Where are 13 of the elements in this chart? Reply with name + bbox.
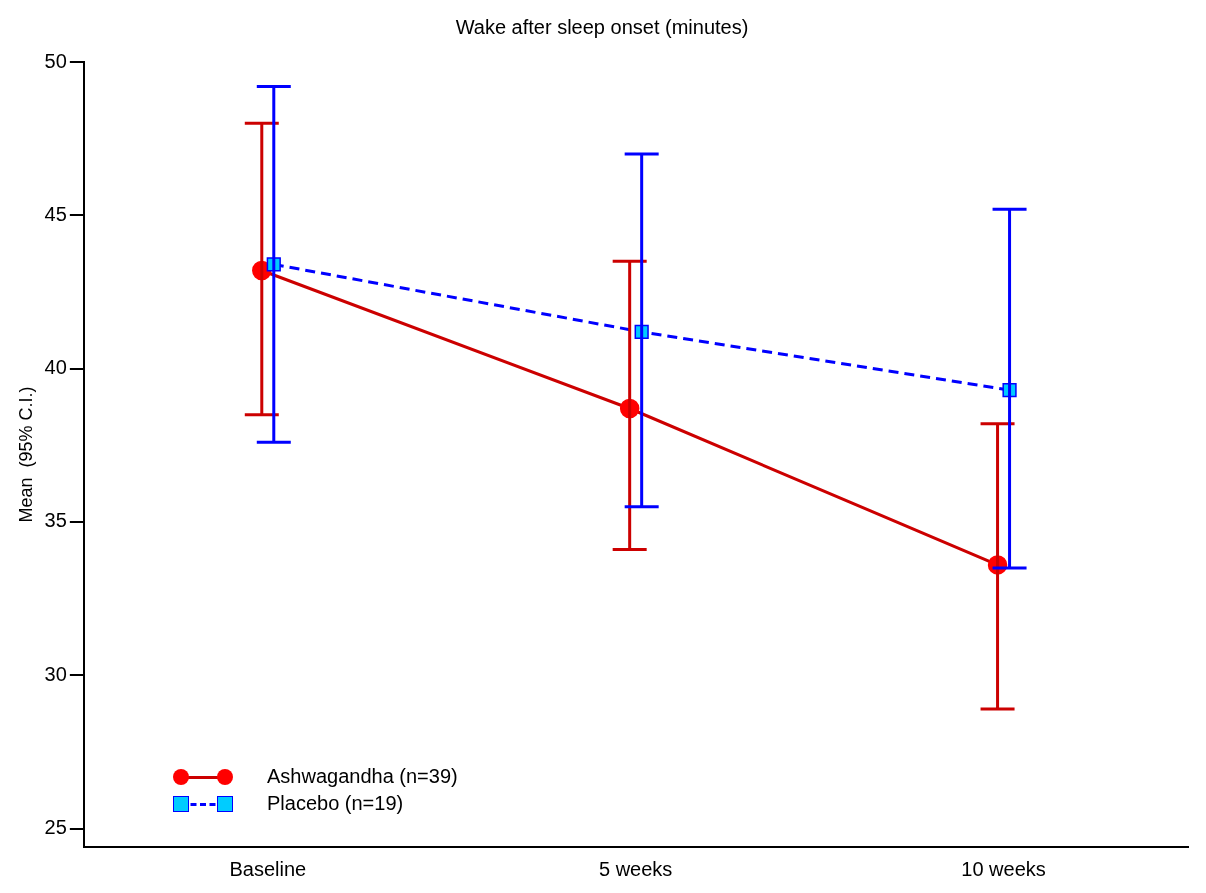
y-axis-title: Mean (95% C.I.) [15, 386, 36, 523]
legend-label: Ashwagandha (n=39) [267, 765, 458, 788]
x-tick-label: 10 weeks [961, 857, 1046, 880]
x-tick-label: Baseline [229, 857, 307, 880]
legend-label: Placebo (n=19) [267, 792, 404, 815]
y-tick-label: 25 [44, 816, 67, 839]
chart-title: Wake after sleep onset (minutes) [455, 15, 749, 38]
y-tick-label: 50 [44, 49, 67, 72]
y-tick-label: 40 [44, 356, 67, 379]
x-tick-label: 5 weeks [598, 857, 673, 880]
y-tick-label: 45 [44, 202, 67, 225]
y-tick-label: 35 [44, 509, 67, 532]
y-tick-label: 30 [44, 662, 67, 685]
